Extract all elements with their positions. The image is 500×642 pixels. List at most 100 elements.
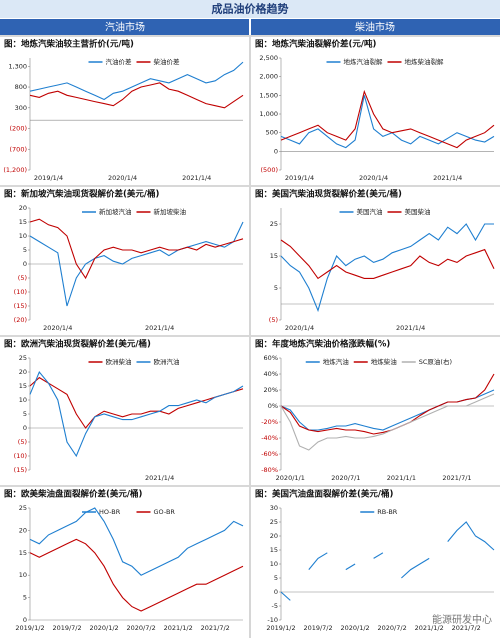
y-tick-label: 5 <box>23 594 27 602</box>
series-line <box>280 393 495 451</box>
y-tick-label: (1,200) <box>3 166 27 174</box>
column-header <box>251 19 500 35</box>
y-tick-label: 15 <box>19 218 27 226</box>
legend-label: 地炼柴油裂解 <box>405 57 445 66</box>
y-tick-label: 25 <box>19 354 27 362</box>
x-tick-label: 2020/7/2 <box>378 624 407 632</box>
chart-title: 图：地炼汽柴油裂解价差(元/吨) <box>255 39 376 50</box>
chart-title: 图：欧美柴油盘面裂解价差(美元/桶) <box>4 489 142 500</box>
x-tick-label: 2019/1/4 <box>34 174 63 182</box>
chart-title: 图：地炼汽柴油较主营折价(元/吨) <box>4 39 134 50</box>
y-tick-label: -20% <box>261 418 278 426</box>
column-title: 柴油市场 <box>355 21 395 34</box>
legend-label: RB-BR <box>377 508 398 516</box>
series-line <box>280 89 495 149</box>
y-tick-label: 0 <box>274 147 278 155</box>
y-tick-label: 5 <box>274 284 278 292</box>
y-tick-label: 20 <box>19 204 27 212</box>
y-tick-label: 5 <box>23 410 27 418</box>
y-tick-label: 10 <box>270 560 278 568</box>
x-tick-label: 2020/7/1 <box>331 474 360 482</box>
legend-label: 汽油价差 <box>106 57 133 66</box>
column-title: 汽油市场 <box>105 21 145 34</box>
legend-label: 地炼柴油 <box>371 357 397 366</box>
y-tick-label: 1,500 <box>259 91 278 99</box>
legend-label: 新加坡柴油 <box>154 207 187 216</box>
y-tick-label: (10) <box>14 452 27 460</box>
y-tick-label: 0 <box>274 588 278 596</box>
y-tick-label: 25 <box>270 518 278 526</box>
y-tick-label: 0 <box>23 616 27 624</box>
y-tick-label: 800 <box>15 83 27 91</box>
y-tick-label: 15 <box>19 382 27 390</box>
x-tick-label: 2019/7/2 <box>52 624 81 632</box>
y-tick-label: -40% <box>261 434 278 442</box>
y-tick-label: 2,000 <box>259 73 278 81</box>
y-tick-label: (5) <box>18 274 27 282</box>
y-tick-label: 15 <box>19 549 27 557</box>
y-tick-label: 15 <box>270 252 278 260</box>
x-tick-label: 2021/1/2 <box>415 624 444 632</box>
y-tick-label: 5 <box>274 574 278 582</box>
series-line <box>29 221 244 307</box>
y-tick-label: -10 <box>267 616 278 624</box>
x-tick-label: 2020/1/4 <box>108 174 137 182</box>
x-tick-label: 2019/1/4 <box>285 174 314 182</box>
chart-title: 图：年度地炼汽柴油价格涨跌幅(%) <box>255 339 390 350</box>
y-tick-label: 20 <box>19 526 27 534</box>
series-line <box>29 218 244 280</box>
y-tick-label: 500 <box>266 129 278 137</box>
y-tick-label: (500) <box>261 166 278 174</box>
legend-label: 新加坡汽油 <box>99 207 132 216</box>
chart-title: 图：欧洲汽柴油现货裂解价差(美元/桶) <box>4 339 151 350</box>
x-tick-label: 2020/1/4 <box>43 324 72 332</box>
legend-label: HO-BR <box>99 508 121 516</box>
legend-label: 欧洲汽油 <box>154 357 180 366</box>
y-tick-label: 60% <box>264 354 278 362</box>
y-tick-label: 10 <box>19 232 27 240</box>
x-tick-label: 2021/1/4 <box>182 174 211 182</box>
title-bar <box>0 0 500 18</box>
y-tick-label: (10) <box>14 288 27 296</box>
x-tick-label: 2021/1/2 <box>164 624 193 632</box>
y-tick-label: 0% <box>268 402 278 410</box>
series-line <box>29 370 244 458</box>
series-line <box>280 223 494 313</box>
series-line <box>280 389 495 431</box>
y-tick-label: 25 <box>270 220 278 228</box>
x-tick-label: 2020/1/2 <box>340 624 369 632</box>
series-line <box>29 507 244 576</box>
series-line <box>29 376 244 429</box>
x-tick-label: 2019/1/2 <box>15 624 44 632</box>
y-tick-label: (700) <box>10 145 27 153</box>
y-tick-label: 20% <box>264 386 278 394</box>
x-tick-label: 2021/1/4 <box>145 474 174 482</box>
x-tick-label: 2021/7/2 <box>201 624 230 632</box>
series-line <box>29 82 244 109</box>
x-tick-label: 2020/1/4 <box>285 324 314 332</box>
x-tick-label: 2021/1/4 <box>433 174 462 182</box>
y-tick-label: (15) <box>14 466 27 474</box>
legend-label: GO-BR <box>154 508 176 516</box>
y-tick-label: (5) <box>269 316 278 324</box>
x-tick-label: 2021/7/2 <box>452 624 481 632</box>
legend-label: 柴油价差 <box>154 57 181 66</box>
y-tick-label: (15) <box>14 302 27 310</box>
legend-label: 美国汽油 <box>357 207 383 216</box>
series-line <box>280 95 495 149</box>
y-tick-label: (200) <box>10 125 27 133</box>
y-tick-label: (20) <box>14 316 27 324</box>
y-tick-label: 25 <box>19 504 27 512</box>
y-tick-label: 5 <box>23 246 27 254</box>
y-tick-label: 20 <box>19 368 27 376</box>
x-tick-label: 2020/7/2 <box>127 624 156 632</box>
series-line <box>29 61 244 101</box>
page-title: 成品油价格趋势 <box>212 2 289 16</box>
y-tick-label: 300 <box>15 104 27 112</box>
y-tick-label: 10 <box>19 396 27 404</box>
legend-label: SC原油(右) <box>419 357 452 366</box>
x-tick-label: 2021/7/1 <box>442 474 471 482</box>
y-tick-label: 15 <box>270 546 278 554</box>
chart-title: 图：新加坡汽柴油现货裂解价差(美元/桶) <box>4 189 159 200</box>
